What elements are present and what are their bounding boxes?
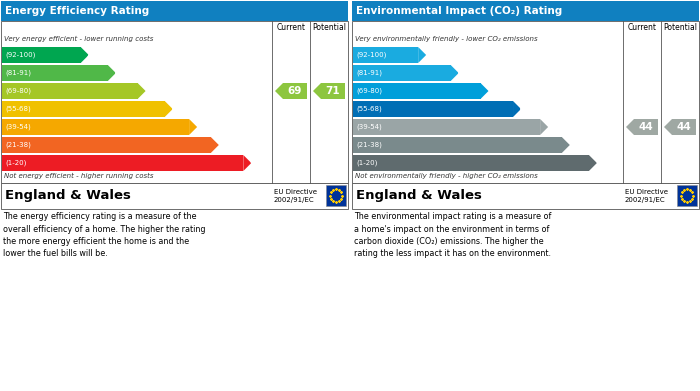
Bar (2, 155, 244, 171)
Bar (2, 65, 108, 81)
Text: (92-100): (92-100) (5, 52, 36, 58)
Text: Environmental Impact (CO₂) Rating: Environmental Impact (CO₂) Rating (356, 6, 562, 16)
Polygon shape (275, 83, 307, 99)
Bar (326, 185, 346, 206)
Text: F: F (569, 138, 577, 151)
Bar (352, 21, 699, 183)
Polygon shape (664, 119, 696, 135)
Polygon shape (80, 47, 89, 63)
Text: England & Wales: England & Wales (5, 190, 131, 203)
Text: England & Wales: England & Wales (356, 190, 482, 203)
Text: (1-20): (1-20) (5, 160, 27, 166)
Text: (69-80): (69-80) (5, 88, 31, 94)
Polygon shape (164, 101, 173, 117)
Text: C: C (487, 84, 496, 97)
Bar (2, 119, 189, 135)
Text: (1-20): (1-20) (356, 160, 377, 166)
Bar (2, 47, 80, 63)
Text: G: G (595, 156, 605, 170)
Text: Not environmentally friendly - higher CO₂ emissions: Not environmentally friendly - higher CO… (355, 173, 538, 179)
Text: Potential: Potential (663, 23, 697, 32)
Text: F: F (218, 138, 226, 151)
Polygon shape (589, 155, 597, 171)
Bar (1, 21, 348, 183)
Text: Current: Current (627, 23, 657, 32)
Text: (81-91): (81-91) (5, 70, 31, 76)
Bar (2, 83, 138, 99)
Text: D: D (171, 102, 181, 115)
Polygon shape (244, 155, 251, 171)
Polygon shape (189, 119, 197, 135)
Polygon shape (480, 83, 489, 99)
Bar (353, 83, 480, 99)
Bar (2, 137, 211, 153)
Text: 71: 71 (326, 86, 340, 96)
Text: EU Directive
2002/91/EC: EU Directive 2002/91/EC (274, 189, 317, 203)
Text: E: E (196, 120, 204, 133)
Polygon shape (138, 83, 146, 99)
Polygon shape (451, 65, 458, 81)
Bar (353, 65, 451, 81)
Text: A: A (425, 48, 434, 61)
Text: (21-38): (21-38) (356, 142, 382, 148)
Text: Very environmentally friendly - lower CO₂ emissions: Very environmentally friendly - lower CO… (355, 36, 538, 42)
Text: D: D (519, 102, 529, 115)
Polygon shape (108, 65, 116, 81)
Text: 44: 44 (677, 122, 692, 132)
Text: The environmental impact rating is a measure of
a home's impact on the environme: The environmental impact rating is a mea… (354, 212, 552, 258)
Text: Potential: Potential (312, 23, 346, 32)
Bar (1, 183, 348, 209)
Bar (353, 119, 540, 135)
Text: B: B (114, 66, 123, 79)
Text: (21-38): (21-38) (5, 142, 31, 148)
Text: Very energy efficient - lower running costs: Very energy efficient - lower running co… (4, 36, 153, 42)
Text: (92-100): (92-100) (356, 52, 386, 58)
Text: (69-80): (69-80) (356, 88, 382, 94)
Bar (1, 1, 348, 21)
Polygon shape (626, 119, 658, 135)
Polygon shape (211, 137, 219, 153)
Text: Not energy efficient - higher running costs: Not energy efficient - higher running co… (4, 173, 153, 179)
Polygon shape (313, 83, 345, 99)
Polygon shape (540, 119, 548, 135)
Text: A: A (88, 48, 97, 61)
Bar (352, 183, 699, 209)
Bar (2, 101, 164, 117)
Text: B: B (457, 66, 466, 79)
Text: G: G (249, 156, 259, 170)
Text: C: C (144, 84, 153, 97)
Text: The energy efficiency rating is a measure of the
overall efficiency of a home. T: The energy efficiency rating is a measur… (3, 212, 206, 258)
Text: (55-68): (55-68) (356, 106, 382, 112)
Text: 44: 44 (638, 122, 653, 132)
Polygon shape (562, 137, 570, 153)
Bar (353, 101, 513, 117)
Text: Current: Current (276, 23, 305, 32)
Text: Energy Efficiency Rating: Energy Efficiency Rating (5, 6, 149, 16)
Bar (353, 47, 418, 63)
Bar (353, 155, 589, 171)
Bar (353, 137, 562, 153)
Bar (677, 185, 697, 206)
Text: (39-54): (39-54) (356, 124, 382, 130)
Text: EU Directive
2002/91/EC: EU Directive 2002/91/EC (625, 189, 668, 203)
Text: (55-68): (55-68) (5, 106, 31, 112)
Text: (81-91): (81-91) (356, 70, 382, 76)
Text: 69: 69 (288, 86, 302, 96)
Text: E: E (547, 120, 555, 133)
Polygon shape (418, 47, 426, 63)
Text: (39-54): (39-54) (5, 124, 31, 130)
Polygon shape (513, 101, 521, 117)
Bar (352, 1, 699, 21)
